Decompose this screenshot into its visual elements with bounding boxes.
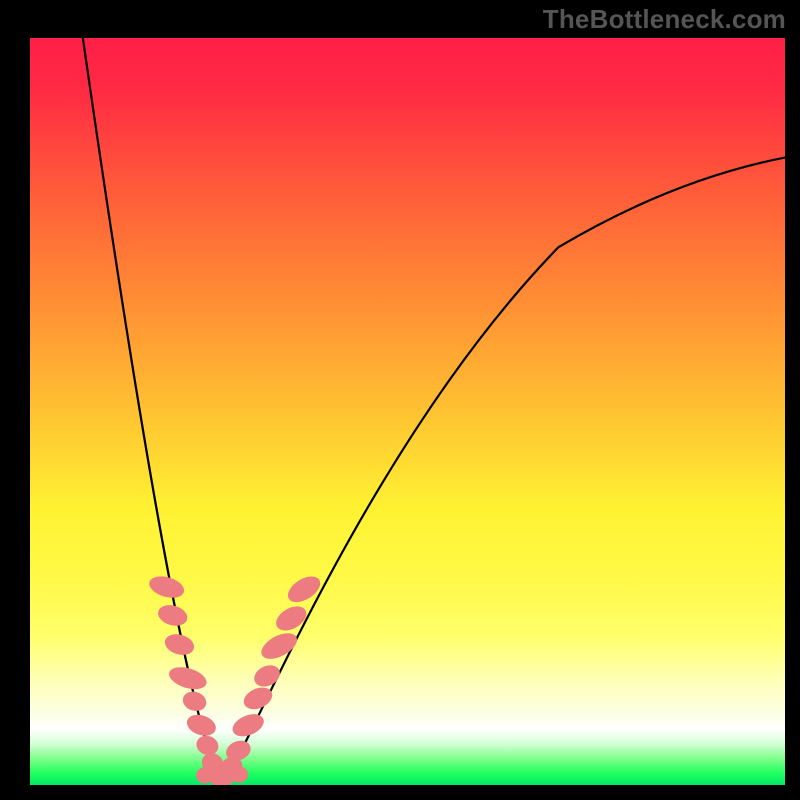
plot-area (30, 38, 785, 785)
bead-marker (230, 766, 248, 782)
bead-marker (196, 767, 214, 783)
gradient-background (30, 38, 785, 785)
plot-svg (30, 38, 785, 785)
watermark-text: TheBottleneck.com (543, 4, 786, 35)
chart-frame: TheBottleneck.com (0, 0, 800, 800)
